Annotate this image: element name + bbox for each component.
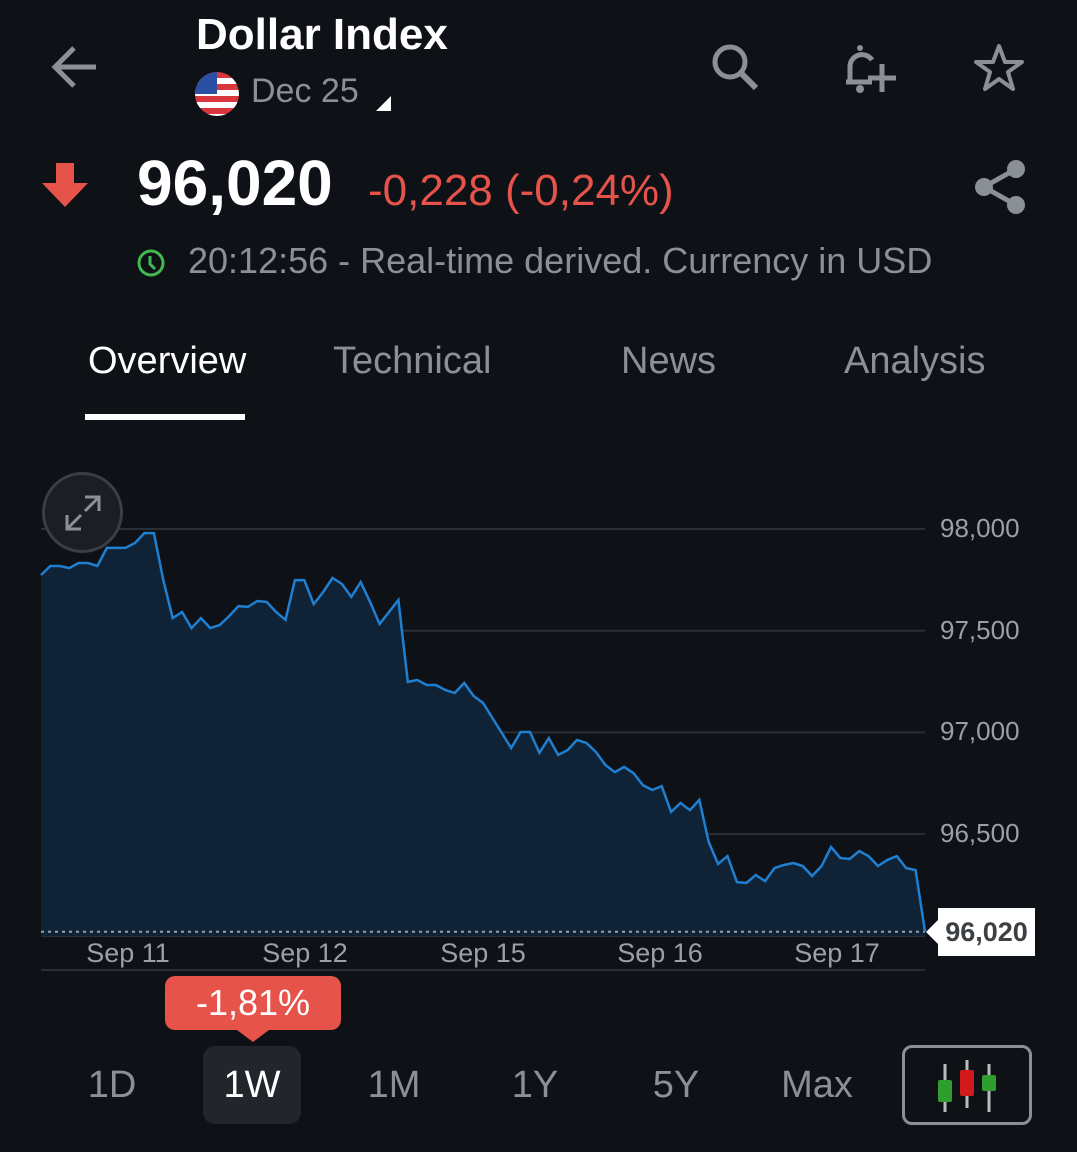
y-tick-label: 96,500 — [940, 818, 1020, 848]
current-price: 96,020 — [137, 147, 333, 219]
expand-icon — [65, 495, 101, 531]
range-max[interactable]: Max — [781, 1063, 853, 1106]
x-tick-label: Sep 17 — [794, 938, 880, 968]
tab-analysis[interactable]: Analysis — [844, 340, 986, 382]
range-1y[interactable]: 1Y — [511, 1063, 559, 1106]
period-change-badge: -1,81% — [165, 976, 341, 1042]
share-icon[interactable] — [972, 158, 1028, 216]
x-tick-label: Sep 12 — [262, 938, 348, 968]
active-tab-indicator — [85, 414, 245, 420]
range-5y[interactable]: 5Y — [652, 1063, 700, 1106]
search-icon[interactable] — [710, 42, 762, 92]
contract-selector[interactable]: Dec 25 — [251, 72, 359, 110]
range-1d[interactable]: 1D — [87, 1063, 137, 1106]
x-tick-label: Sep 15 — [440, 938, 526, 968]
tab-news[interactable]: News — [621, 340, 717, 382]
tab-technical[interactable]: Technical — [333, 340, 492, 382]
bell-plus-icon[interactable] — [838, 40, 898, 96]
last-price-label: 96,020 — [926, 908, 1035, 956]
back-arrow-icon[interactable] — [50, 44, 100, 90]
clock-icon — [136, 248, 166, 278]
us-flag-icon — [195, 72, 239, 116]
y-tick-label: 97,000 — [940, 716, 1020, 746]
star-icon[interactable] — [972, 42, 1026, 92]
candlestick-icon — [938, 1060, 996, 1112]
x-tick-label: Sep 11 — [86, 938, 170, 968]
price-change: -0,228 (-0,24%) — [368, 166, 674, 215]
candlestick-toggle-button[interactable] — [902, 1045, 1032, 1125]
price-chart[interactable] — [0, 0, 1077, 1000]
range-1m[interactable]: 1M — [367, 1063, 421, 1106]
range-1w[interactable]: 1W — [203, 1046, 301, 1124]
down-arrow-icon — [40, 163, 90, 207]
dropdown-triangle-icon[interactable] — [376, 96, 391, 111]
price-line — [40, 531, 927, 932]
page-title: Dollar Index — [196, 10, 448, 59]
quote-status: 20:12:56 - Real-time derived. Currency i… — [188, 240, 933, 281]
y-tick-label: 98,000 — [940, 513, 1020, 543]
y-tick-label: 97,500 — [940, 615, 1020, 645]
chart-area-fill — [41, 533, 925, 936]
tab-overview[interactable]: Overview — [88, 340, 247, 382]
expand-chart-button[interactable] — [42, 472, 123, 553]
x-tick-label: Sep 16 — [617, 938, 703, 968]
